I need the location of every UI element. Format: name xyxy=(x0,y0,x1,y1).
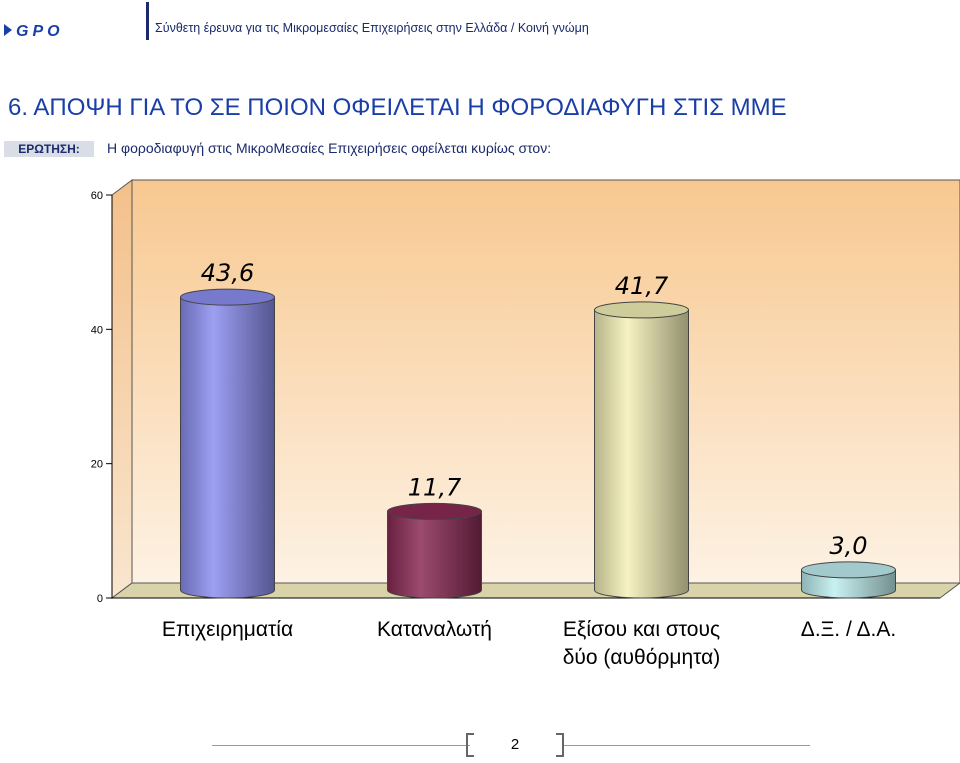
bar-top xyxy=(180,288,275,306)
y-tick-label: 60 xyxy=(91,190,103,202)
y-tick-label: 0 xyxy=(97,593,103,605)
page-number: 2 xyxy=(510,736,520,753)
data-label: 43,6 xyxy=(201,259,254,287)
gpo-logo: GPO xyxy=(4,23,64,38)
x-category-line: Καταναλωτή xyxy=(377,618,492,641)
x-category-line: δύο (αυθόρμητα) xyxy=(562,646,721,669)
footer-bracket-left xyxy=(466,733,474,757)
x-category-label: Εξίσου και στους δύο (αυθόρμητα) xyxy=(542,616,742,672)
data-label: 11,7 xyxy=(408,473,462,501)
bar-top xyxy=(387,502,482,520)
y-tick-label: 20 xyxy=(91,459,103,471)
bar-cylinder xyxy=(387,502,482,599)
data-label: 3,0 xyxy=(829,532,867,560)
question-text: Η φοροδιαφυγή στις ΜικροΜεσαίες Επιχειρή… xyxy=(107,140,552,156)
bar-top xyxy=(801,561,896,579)
logo-text: GPO xyxy=(16,23,64,38)
data-label: 41,7 xyxy=(615,272,669,300)
bar-cylinder xyxy=(594,301,689,599)
header-subtitle: Σύνθετη έρευνα για τις Μικρομεσαίες Επιχ… xyxy=(155,21,589,35)
bar-body xyxy=(594,309,689,599)
footer-line-right xyxy=(562,745,810,746)
page-title: 6. ΑΠΟΨΗ ΓΙΑ ΤΟ ΣΕ ΠΟΙΟΝ ΟΦΕΙΛΕΤΑΙ Η ΦΟΡ… xyxy=(8,94,787,121)
bar-cylinder xyxy=(801,561,896,599)
y-tick-label: 40 xyxy=(91,324,103,336)
x-category-label: Επιχειρηματία xyxy=(128,616,328,644)
bar-body xyxy=(387,510,482,599)
bar-top xyxy=(594,301,689,319)
bar-cylinder xyxy=(180,288,275,599)
bar-chart: 0 20 40 60 43,6 11,7 41,7 3,0 xyxy=(91,179,960,605)
x-category-line: Επιχειρηματία xyxy=(161,618,294,641)
footer-line-left xyxy=(212,745,470,746)
chart-side-wall xyxy=(111,179,133,599)
x-category-label: Δ.Ξ. / Δ.Α. xyxy=(749,616,949,644)
x-category-line: Δ.Ξ. / Δ.Α. xyxy=(800,618,897,641)
footer-bracket-right xyxy=(556,733,564,757)
bar-body xyxy=(180,296,275,599)
header-divider xyxy=(146,2,149,40)
x-category-label: Καταναλωτή xyxy=(335,616,535,644)
question-label: ΕΡΩΤΗΣΗ: xyxy=(4,141,94,157)
x-category-line: Εξίσου και στους xyxy=(562,618,721,641)
